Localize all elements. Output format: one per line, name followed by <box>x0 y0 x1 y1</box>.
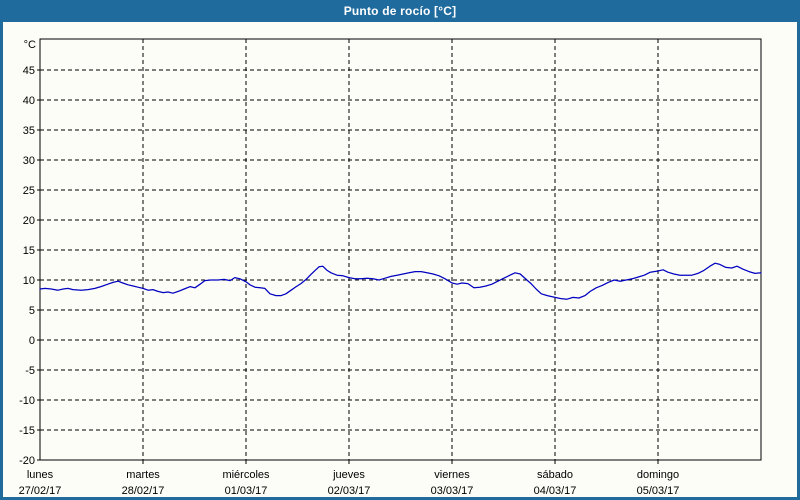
plot-frame <box>39 38 762 461</box>
y-tick-label: -10 <box>19 395 35 407</box>
x-date-label: 03/03/17 <box>431 485 474 497</box>
x-date-label: 02/03/17 <box>328 485 371 497</box>
y-tick-label: 10 <box>23 275 35 287</box>
x-date-label: 05/03/17 <box>637 485 680 497</box>
dew-point-line <box>39 262 762 300</box>
x-date-label: 28/02/17 <box>122 485 165 497</box>
y-tick-label: -5 <box>25 365 35 377</box>
y-tick-label: 45 <box>23 65 35 77</box>
chart-title: Punto de rocío [°C] <box>343 4 457 18</box>
y-tick-label: 0 <box>29 335 35 347</box>
x-day-label: viernes <box>434 469 470 481</box>
x-day-label: sábado <box>537 469 573 481</box>
x-day-label: martes <box>126 469 160 481</box>
x-day-label: domingo <box>637 469 679 481</box>
x-day-label: miércoles <box>222 469 270 481</box>
x-day-label: jueves <box>332 469 365 481</box>
x-date-label: 01/03/17 <box>225 485 268 497</box>
y-tick-label: 15 <box>23 245 35 257</box>
y-tick-label: 30 <box>23 155 35 167</box>
window-title-bar: Punto de rocío [°C] <box>3 3 797 22</box>
y-tick-label: 25 <box>23 185 35 197</box>
x-date-label: 27/02/17 <box>19 485 62 497</box>
y-tick-label: -15 <box>19 425 35 437</box>
x-date-label: 04/03/17 <box>534 485 577 497</box>
y-tick-label: 40 <box>23 95 35 107</box>
x-day-label: lunes <box>27 469 54 481</box>
y-axis-unit-label: °C <box>24 39 36 51</box>
y-tick-label: 5 <box>29 305 35 317</box>
y-tick-label: 35 <box>23 125 35 137</box>
y-tick-label: 20 <box>23 215 35 227</box>
y-tick-label: -20 <box>19 455 35 467</box>
